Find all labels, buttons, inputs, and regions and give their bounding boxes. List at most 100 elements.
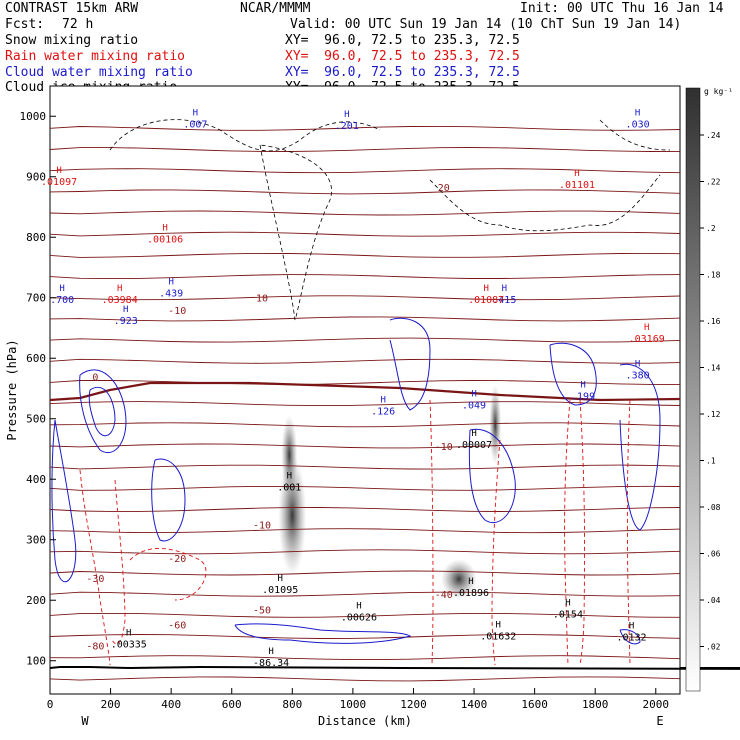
terrain-line <box>49 665 740 670</box>
cloud-water-contour <box>79 369 127 453</box>
cloud-water-max-marker: H <box>380 396 385 406</box>
isotherm-line <box>49 507 681 512</box>
rain-water-max-marker: H <box>483 284 488 294</box>
isotherm-line <box>49 168 681 174</box>
freezing-line <box>49 381 681 402</box>
cloud-water-max-value: .380 <box>626 370 650 381</box>
rain-water-max-value: .01097 <box>41 177 77 188</box>
isotherm-line <box>49 591 681 597</box>
rain-water-contours <box>79 399 631 666</box>
field-name-rain: Rain water mixing ratio <box>5 49 186 64</box>
cloud-ice-max-marker: H <box>629 621 634 631</box>
cloud-water-max-value: .700 <box>50 295 74 306</box>
cloud-ice-contour <box>599 119 671 151</box>
isotherm-line <box>49 358 681 364</box>
cloud-water-contour <box>468 428 516 523</box>
colorbar-tick-label: .18 <box>706 271 721 280</box>
isotherm-label: -10 <box>168 306 186 317</box>
field-name-snow: Snow mixing ratio <box>5 33 139 48</box>
cloud-water-max-marker: H <box>123 305 128 315</box>
cloud-water-contours <box>51 317 661 645</box>
cloud-water-max-marker: H <box>193 108 198 118</box>
x-tick-label: 400 <box>161 698 181 711</box>
isotherm-label: 10 <box>256 294 268 305</box>
plot-frame <box>49 85 681 695</box>
forecast-label: Fcst: <box>5 17 45 32</box>
isotherm-label: -60 <box>168 620 186 631</box>
cloud-water-max-value: .049 <box>462 401 486 412</box>
cloud-water-contour <box>549 342 597 406</box>
cloud-ice-contour <box>109 119 381 152</box>
cloud-water-max-value: .439 <box>159 289 183 300</box>
rain-water-max-marker: H <box>644 323 649 333</box>
cloud-water-max-value: .030 <box>626 119 650 130</box>
y-axis-title: Pressure (hPa) <box>5 339 19 440</box>
colorbar-tick-label: .1 <box>706 457 716 466</box>
snow-shading-blob <box>281 415 298 496</box>
cloud-ice-max-value: .0154 <box>553 609 583 620</box>
isotherm-line <box>49 316 681 322</box>
init-time: Init: 00 UTC Thu 16 Jan 14 <box>520 1 724 16</box>
field-name-cloud-water: Cloud water mixing ratio <box>5 65 193 80</box>
colorbar-tick-label: .2 <box>706 224 716 233</box>
cloud-water-contour <box>619 363 661 531</box>
valid-time: Valid: 00 UTC Sun 19 Jan 14 (10 ChT Sun … <box>290 17 682 32</box>
rain-water-max-marker: H <box>117 284 122 294</box>
cloud-ice-contours <box>109 119 671 321</box>
plot-area: H.001H.00335H-86.34H.01095H.00626H.01896… <box>41 85 740 695</box>
cloud-water-contour <box>151 458 186 542</box>
cloud-ice-max-value: .00626 <box>341 612 377 623</box>
snow-shading-blob <box>440 559 477 600</box>
y-tick-label: 300 <box>26 534 46 547</box>
cloud-water-max-value: .007 <box>183 119 207 130</box>
y-tick-label: 200 <box>26 594 46 607</box>
rain-water-contour <box>129 548 207 601</box>
rain-water-contour <box>626 399 631 666</box>
y-tick-label: 1000 <box>20 110 47 123</box>
isotherm-line <box>49 464 681 470</box>
y-tick-label: 400 <box>26 473 46 486</box>
x-axis-title: Distance (km) <box>318 714 412 728</box>
isotherm-line <box>49 380 680 385</box>
rain-water-max-value: .03169 <box>629 334 665 345</box>
cloud-water-max-marker: H <box>471 390 476 400</box>
isotherm-labels: -80 -60 -50 -40 -30 -20 -10 -10 0 -10 10 20 <box>86 183 452 653</box>
cloud-ice-max-value: .0132 <box>616 632 646 643</box>
xsection-endpoints-cloud-water: XY= 96.0, 72.5 to 235.3, 72.5 <box>285 65 520 80</box>
isotherm-line <box>49 485 681 491</box>
isotherm-label: 20 <box>438 183 450 194</box>
y-tick-label: 700 <box>26 292 46 305</box>
isotherm-line <box>49 210 681 216</box>
isotherm-line <box>49 549 681 555</box>
isotherm-label: -10 <box>435 442 453 453</box>
x-tick-label: 1000 <box>340 698 367 711</box>
cloud-water-max-marker: H <box>59 284 64 294</box>
isotherm-label: -50 <box>253 605 271 616</box>
y-tick-label: 900 <box>26 171 46 184</box>
cloud-water-max-marker: H <box>344 110 349 120</box>
x-tick-label: 2000 <box>643 698 670 711</box>
cloud-ice-max-value: .00007 <box>456 440 492 451</box>
cloud-ice-max-marker: H <box>468 577 473 587</box>
snow-shading <box>278 384 502 600</box>
isotherm-line <box>49 634 681 639</box>
isotherm-line <box>49 147 681 152</box>
colorbar-tick-label: .08 <box>706 503 721 512</box>
cloud-water-contour <box>389 317 431 411</box>
rain-water-max-value: .01101 <box>559 180 595 191</box>
cloud-ice-max-value: .00335 <box>111 640 147 651</box>
maxima-labels: H.001H.00335H-86.34H.01095H.00626H.01896… <box>41 108 665 668</box>
isotherm-label: -10 <box>253 521 271 532</box>
isotherm-line <box>49 528 681 534</box>
x-tick-label: 1600 <box>521 698 548 711</box>
cloud-ice-contour <box>259 144 332 321</box>
x-tick-label: 200 <box>101 698 121 711</box>
cloud-ice-max-marker: H <box>471 429 476 439</box>
cloud-ice-max-value: -86.34 <box>253 658 289 669</box>
isotherm-line <box>49 570 681 576</box>
colorbar-tick-label: .06 <box>706 550 721 559</box>
x-tick-label: 600 <box>222 698 242 711</box>
rain-water-max-marker: H <box>162 223 167 233</box>
x-tick-label: 1200 <box>400 698 427 711</box>
isotherm-line <box>49 252 681 258</box>
